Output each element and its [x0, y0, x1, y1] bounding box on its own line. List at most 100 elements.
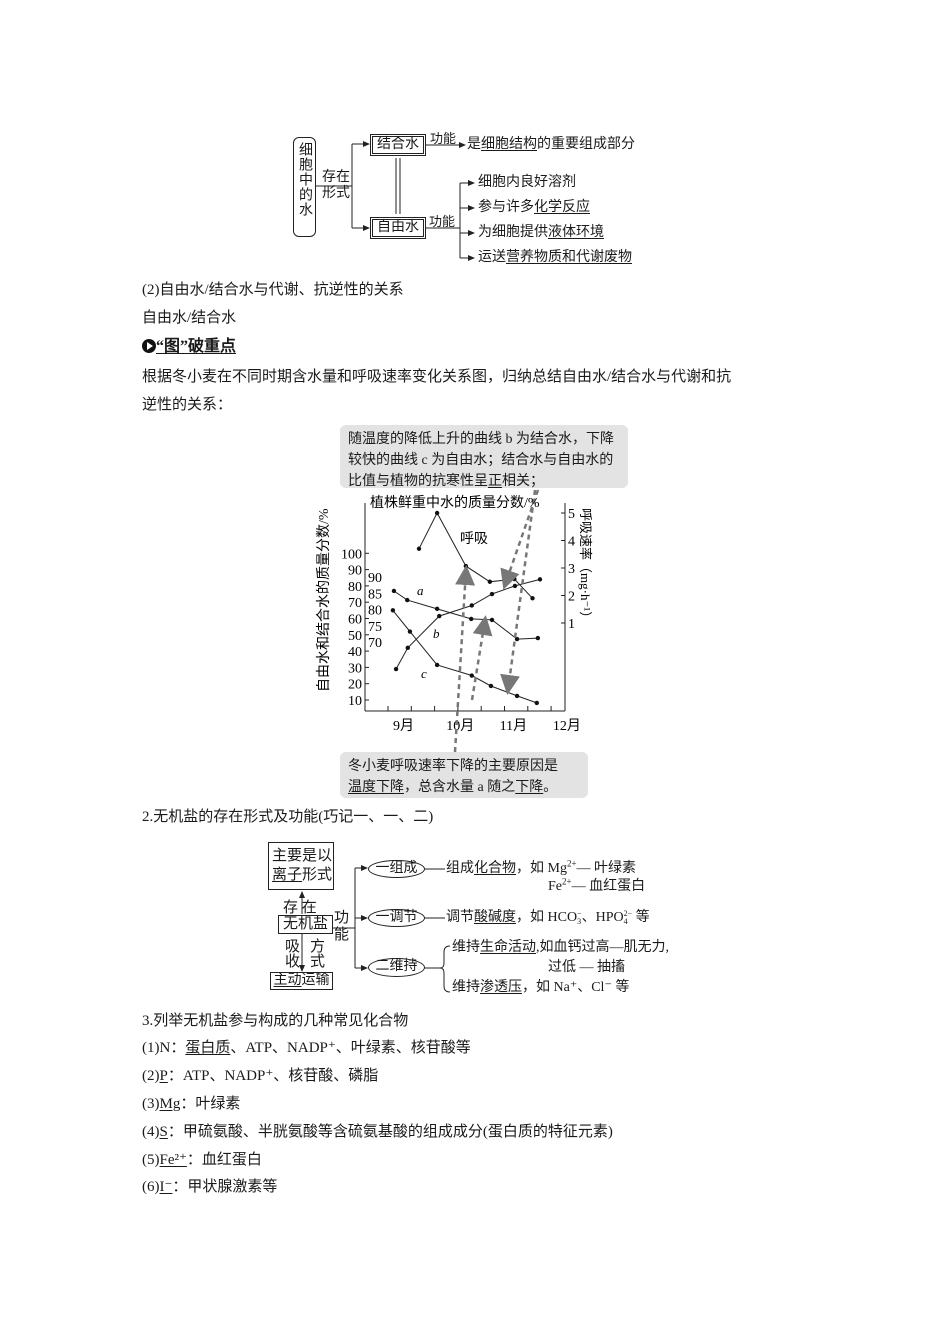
left-tick-label: 10: [348, 694, 362, 709]
list-item: (5)Fe²⁺：血红蛋白: [142, 1151, 262, 1169]
ellipse-regulate: 一调节: [368, 909, 425, 927]
data-point: [534, 700, 539, 706]
absorb-label: 吸收: [283, 938, 299, 968]
maintain-text-3: 维持渗透压，如 Na⁺、Cl⁻ 等: [452, 980, 629, 996]
text: 能: [334, 927, 350, 943]
data-point: [434, 606, 440, 612]
left-tick-label: 20: [348, 678, 362, 693]
free-water-function: 为细胞提供液体环境: [478, 225, 604, 241]
text: 离子形式: [272, 866, 333, 885]
text: (1): [142, 1040, 160, 1056]
right-tick-label: 3: [568, 562, 575, 577]
element: S: [159, 1124, 168, 1140]
element: Fe²⁺: [159, 1152, 187, 1168]
text: 维持: [452, 940, 480, 955]
function-label: 功能: [430, 131, 457, 146]
free-water-box: 自由水: [370, 217, 426, 239]
data-point: [514, 636, 520, 642]
text: ,如血钙过高—肌无力,: [536, 940, 669, 955]
underlined-text: 主动: [273, 973, 302, 988]
sup: −: [577, 909, 582, 918]
cell-water-label: 细胞中的水: [297, 142, 312, 217]
right-tick-label: 5: [568, 507, 575, 522]
function-label: 功能: [429, 214, 456, 229]
text: 运输: [301, 973, 330, 988]
item-2-sub: 自由水/结合水: [142, 310, 237, 326]
section-3-title: 3.列举无机盐参与构成的几种常见化合物: [142, 1013, 409, 1029]
data-point: [434, 662, 440, 668]
underlined-text: 离子: [272, 867, 303, 883]
data-point: [391, 588, 397, 594]
left-tick-label: 80: [348, 580, 362, 595]
sup: 2+: [562, 876, 572, 887]
underlined-text: 蛋白质: [185, 1040, 231, 1056]
text: 参与许多: [478, 200, 534, 215]
right-tick-label: 2: [568, 590, 575, 605]
left-tick-label: 90: [348, 564, 362, 579]
sub: 4: [623, 917, 628, 926]
text: 比值与植物的抗寒性呈: [348, 474, 488, 489]
text: ：ATP、NADP⁺、核苷酸、磷脂: [167, 1068, 379, 1084]
x-tick-label: 10月: [446, 718, 474, 734]
text: Fe: [548, 879, 562, 894]
text: ：甲硫氨酸、半胱氨酸等含硫氨基酸的组成成分(蛋白质的特征元素): [167, 1124, 613, 1140]
data-point: [488, 683, 494, 689]
text: 是: [467, 137, 481, 152]
left-tick-label: 100: [341, 547, 362, 562]
text: 维持: [452, 980, 480, 995]
text: 为细胞提供: [478, 225, 548, 240]
callout-bottom: 冬小麦呼吸速率下降的主要原因是 温度下降，总含水量 a 随之下降。: [340, 752, 588, 798]
callout-line: 冬小麦呼吸速率下降的主要原因是: [348, 759, 558, 774]
underlined-text: 化学反应: [534, 200, 590, 215]
data-point: [535, 635, 541, 641]
list-item: (2)P：ATP、NADP⁺、核苷酸、磷脂: [142, 1067, 378, 1085]
text: — 叶绿素: [576, 861, 637, 876]
data-point: [512, 583, 518, 589]
inner-tick-label: 85: [368, 587, 382, 602]
text: ：血红蛋白: [186, 1152, 262, 1168]
text: ：叶绿素: [180, 1096, 241, 1112]
left-tick-label: 40: [348, 645, 362, 660]
text: 、ATP、NADP⁺、叶绿素、核苷酸等: [230, 1040, 471, 1056]
ellipse-compose: 一组成: [368, 860, 425, 878]
data-point: [487, 579, 493, 584]
section-heading: “图”破重点: [142, 338, 236, 356]
series-label-respiration: 呼吸: [460, 531, 488, 547]
inner-tick-label: 90: [368, 571, 382, 586]
data-point: [469, 673, 474, 678]
text: 的重要组成部分: [537, 137, 635, 152]
maintain-text-1: 维持生命活动,如血钙过高—肌无力,: [452, 940, 669, 956]
callout-line: 比值与植物的抗寒性呈正相关；: [348, 471, 620, 492]
ellipse-maintain: 二维持: [368, 958, 425, 977]
sup: 2−: [623, 909, 633, 918]
right-tick-label: 4: [568, 535, 575, 550]
data-point: [390, 608, 396, 613]
data-point: [489, 617, 495, 623]
right-tick-label: 1: [568, 617, 575, 632]
text: 相关；: [502, 474, 544, 489]
list-item: (4)S：甲硫氨酸、半胱氨酸等含硫氨基酸的组成成分(蛋白质的特征元素): [142, 1123, 613, 1141]
free-water-function: 运送营养物质和代谢废物: [478, 250, 632, 266]
inner-tick-label: 80: [368, 604, 382, 619]
underlined-text: 液体环境: [548, 225, 604, 240]
text: 、HPO: [581, 910, 624, 926]
text: 细胞内良好溶剂: [478, 175, 576, 190]
callout-line: 较快的曲线 c 为自由水；结合水与自由水的: [348, 453, 614, 468]
text: (2): [142, 1068, 160, 1084]
text: 等: [632, 910, 650, 926]
section-2-title: 2.无机盐的存在形式及功能(巧记一、一、二): [142, 809, 434, 825]
sup: 2+: [566, 858, 577, 869]
element: N: [159, 1040, 171, 1056]
data-point: [469, 603, 474, 608]
data-point: [434, 510, 440, 516]
list-item: (1)N：蛋白质、ATP、NADP⁺、叶绿素、核苷酸等: [142, 1039, 471, 1057]
item-2: (2)自由水/结合水与代谢、抗逆性的关系: [142, 282, 404, 298]
text: ，如 Mg: [516, 861, 567, 876]
series-label-b: b: [433, 626, 440, 641]
data-point: [393, 666, 399, 672]
data-point: [407, 629, 413, 634]
paragraph: 逆性的关系：: [142, 397, 233, 413]
text: (3): [142, 1096, 160, 1112]
sub: 3: [577, 917, 582, 926]
